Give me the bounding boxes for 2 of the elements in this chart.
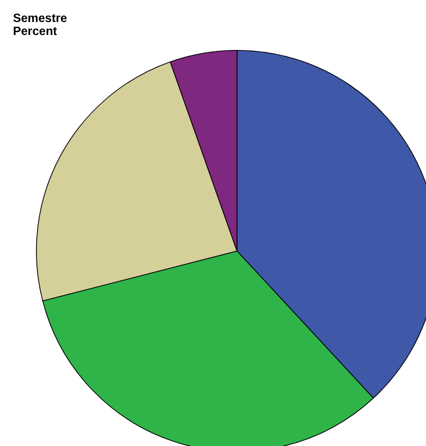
chart-subtitle: Percent (13, 24, 58, 38)
chart-title: Semestre (13, 11, 68, 25)
